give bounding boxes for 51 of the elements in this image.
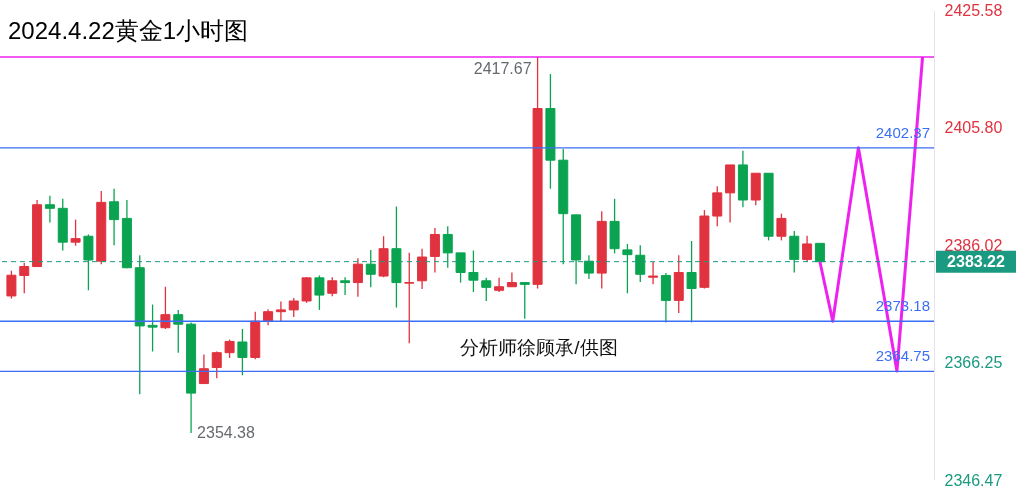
candlestick [468,249,479,293]
candlestick [198,353,209,385]
annotation: 分析师徐顾承/供图 [460,337,618,359]
candlestick [648,261,659,286]
candlestick [712,185,723,227]
candlestick [44,195,55,224]
candlestick [147,303,158,353]
candlestick [365,249,376,288]
annotation: 2354.38 [197,424,256,442]
candlestick [237,328,248,376]
candlestick [109,188,120,246]
candlestick [275,300,286,322]
candlestick [429,227,440,274]
candlestick [224,338,235,359]
candlestick [6,270,17,300]
y-tick-label: 2366.25 [944,353,1003,371]
y-tick-label: 2346.47 [944,471,1003,489]
candlestick [83,233,94,291]
candlestick [442,225,453,269]
candlestick [814,242,825,263]
candlestick [404,252,415,344]
candlestick [70,218,81,247]
candlestick [519,281,530,320]
candlestick [314,274,325,311]
candlestick [173,309,184,354]
y-tick-label: 2425.58 [944,1,1003,19]
candlestick [340,276,351,296]
candlestick [455,252,466,284]
y-tick-label: 2405.80 [944,119,1003,137]
candlestick [686,240,697,324]
y-tick-label: 2386.02 [944,236,1003,254]
candlestick [494,277,505,293]
candlestick [160,286,171,330]
candlestick [635,244,646,283]
candlestick [506,271,517,288]
candlestick [481,277,492,302]
candlestick [622,243,633,294]
candlestick [417,248,428,290]
annotation: 2417.67 [473,59,532,77]
candlestick [789,230,800,274]
candlestick [301,276,312,304]
candlestick [352,257,363,298]
chart-title: 2024.4.22黄金1小时图 [8,17,249,44]
candlestick [776,213,787,242]
candlestick [583,254,594,280]
candlestick [327,276,338,297]
candlestick [288,297,299,318]
candlestick [211,350,222,379]
candlestick [19,262,30,294]
candlestick [802,234,813,263]
ref-line-label: 2383.22 [947,252,1006,270]
